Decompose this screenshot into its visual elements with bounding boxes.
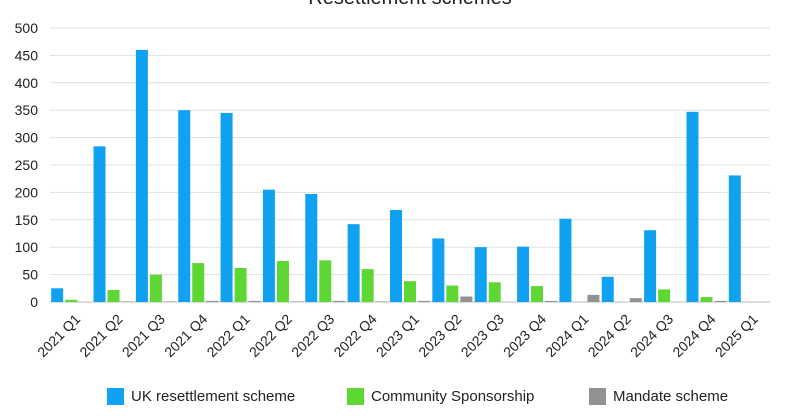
bar-mandate-scheme-2023-q4 <box>545 300 558 302</box>
bar-uk-resettlement-scheme-2023-q3 <box>474 247 487 302</box>
bar-uk-resettlement-scheme-2023-q1 <box>390 209 402 302</box>
bar-community-sponsorship-2022-q2 <box>276 260 289 302</box>
bar-mandate-scheme-2022-q2 <box>290 301 303 302</box>
y-axis-ticks: 0 50 100 150 200 250 300 350 400 450 500 <box>15 20 39 310</box>
bar-uk-resettlement-scheme-2021-q1 <box>51 288 64 302</box>
legend-item-community-sponsorship: Community Sponsorship <box>347 388 534 405</box>
bar-uk-resettlement-scheme-2021-q3 <box>135 49 148 302</box>
bar-mandate-scheme-2024-q4 <box>714 300 727 302</box>
chart-title: Resettlement schemes <box>308 0 511 9</box>
bar-uk-resettlement-scheme-2021-q2 <box>93 146 106 302</box>
bar-community-sponsorship-2023-q2 <box>446 285 459 302</box>
x-tick-label: 2023 Q1 <box>373 311 422 360</box>
bar-uk-resettlement-scheme-2022-q3 <box>305 194 318 302</box>
x-tick-label: 2021 Q2 <box>76 311 125 360</box>
bar-mandate-scheme-2024-q1 <box>587 294 600 302</box>
bar-community-sponsorship-2023-q1 <box>404 281 416 302</box>
bar-uk-resettlement-scheme-2021-q4 <box>178 110 191 302</box>
bar-community-sponsorship-2022-q3 <box>319 260 332 302</box>
bar-uk-resettlement-scheme-2022-q2 <box>262 189 275 302</box>
x-tick-label: 2024 Q3 <box>627 311 676 360</box>
legend-item-mandate-scheme: Mandate scheme <box>589 388 728 405</box>
y-tick-label: 200 <box>15 184 39 200</box>
legend-item-uk-resettlement: UK resettlement scheme <box>107 388 295 405</box>
y-tick-label: 100 <box>15 239 39 255</box>
x-tick-label: 2023 Q2 <box>415 311 464 360</box>
bar-community-sponsorship-2023-q4 <box>531 286 544 302</box>
x-tick-label: 2024 Q1 <box>542 311 591 360</box>
legend-swatch-mandate-scheme <box>589 388 606 405</box>
bar-mandate-scheme-2023-q1 <box>418 300 430 302</box>
bar-uk-resettlement-scheme-2023-q2 <box>432 238 445 302</box>
legend-swatch-uk-resettlement <box>107 388 124 405</box>
bar-uk-resettlement-scheme-2023-q4 <box>517 246 530 302</box>
x-tick-label: 2022 Q2 <box>246 311 295 360</box>
y-tick-label: 150 <box>15 212 39 228</box>
bar-mandate-scheme-2021-q2 <box>121 301 134 302</box>
bar-community-sponsorship-2023-q3 <box>488 282 501 302</box>
x-tick-label: 2022 Q1 <box>203 311 252 360</box>
bar-mandate-scheme-2022-q4 <box>375 301 388 302</box>
bar-community-sponsorship-2022-q4 <box>361 269 374 302</box>
bar-mandate-scheme-2022-q3 <box>333 300 346 302</box>
y-tick-label: 350 <box>15 102 39 118</box>
bar-mandate-scheme-2022-q1 <box>248 300 261 302</box>
bar-community-sponsorship-2024-q4 <box>700 297 713 302</box>
x-tick-label: 2023 Q3 <box>458 311 507 360</box>
bar-uk-resettlement-scheme-2025-q1 <box>728 175 741 302</box>
bars <box>51 49 741 302</box>
legend-swatch-community-sponsorship <box>347 388 364 405</box>
legend: UK resettlement scheme Community Sponsor… <box>0 388 800 410</box>
x-tick-label: 2023 Q4 <box>500 311 549 360</box>
x-tick-label: 2024 Q2 <box>585 311 634 360</box>
bar-mandate-scheme-2021-q3 <box>163 301 176 302</box>
bar-mandate-scheme-2021-q4 <box>206 300 219 302</box>
y-tick-label: 50 <box>22 267 38 283</box>
bar-uk-resettlement-scheme-2022-q4 <box>347 224 360 302</box>
y-tick-label: 500 <box>15 20 39 36</box>
bar-mandate-scheme-2024-q2 <box>629 298 642 302</box>
gridlines <box>50 27 770 303</box>
x-tick-label: 2021 Q1 <box>34 311 83 360</box>
bar-uk-resettlement-scheme-2024-q4 <box>686 111 699 302</box>
bar-uk-resettlement-scheme-2022-q1 <box>220 112 233 302</box>
x-tick-label: 2022 Q4 <box>330 311 379 360</box>
bar-community-sponsorship-2021-q3 <box>149 274 162 302</box>
bar-community-sponsorship-2021-q1 <box>65 299 78 302</box>
x-tick-label: 2025 Q1 <box>712 311 761 360</box>
bar-uk-resettlement-scheme-2024-q3 <box>644 230 657 302</box>
x-tick-label: 2021 Q4 <box>161 311 210 360</box>
x-tick-label: 2021 Q3 <box>119 311 168 360</box>
legend-label-mandate-scheme: Mandate scheme <box>613 388 729 405</box>
y-tick-label: 0 <box>30 294 38 310</box>
bar-community-sponsorship-2021-q4 <box>192 263 205 302</box>
bar-uk-resettlement-scheme-2024-q1 <box>559 218 572 302</box>
bar-community-sponsorship-2021-q2 <box>107 289 120 302</box>
bar-community-sponsorship-2024-q3 <box>658 289 671 302</box>
y-tick-label: 450 <box>15 47 39 63</box>
bar-mandate-scheme-2023-q2 <box>460 296 473 302</box>
x-tick-label: 2024 Q4 <box>669 311 718 360</box>
bar-uk-resettlement-scheme-2024-q2 <box>601 276 614 302</box>
legend-label-community-sponsorship: Community Sponsorship <box>371 388 535 405</box>
y-tick-label: 250 <box>15 157 39 173</box>
bar-community-sponsorship-2022-q1 <box>234 268 247 302</box>
legend-label-uk-resettlement: UK resettlement scheme <box>131 388 296 405</box>
x-tick-label: 2022 Q3 <box>288 311 337 360</box>
y-tick-label: 300 <box>15 130 39 146</box>
y-tick-label: 400 <box>15 75 39 91</box>
